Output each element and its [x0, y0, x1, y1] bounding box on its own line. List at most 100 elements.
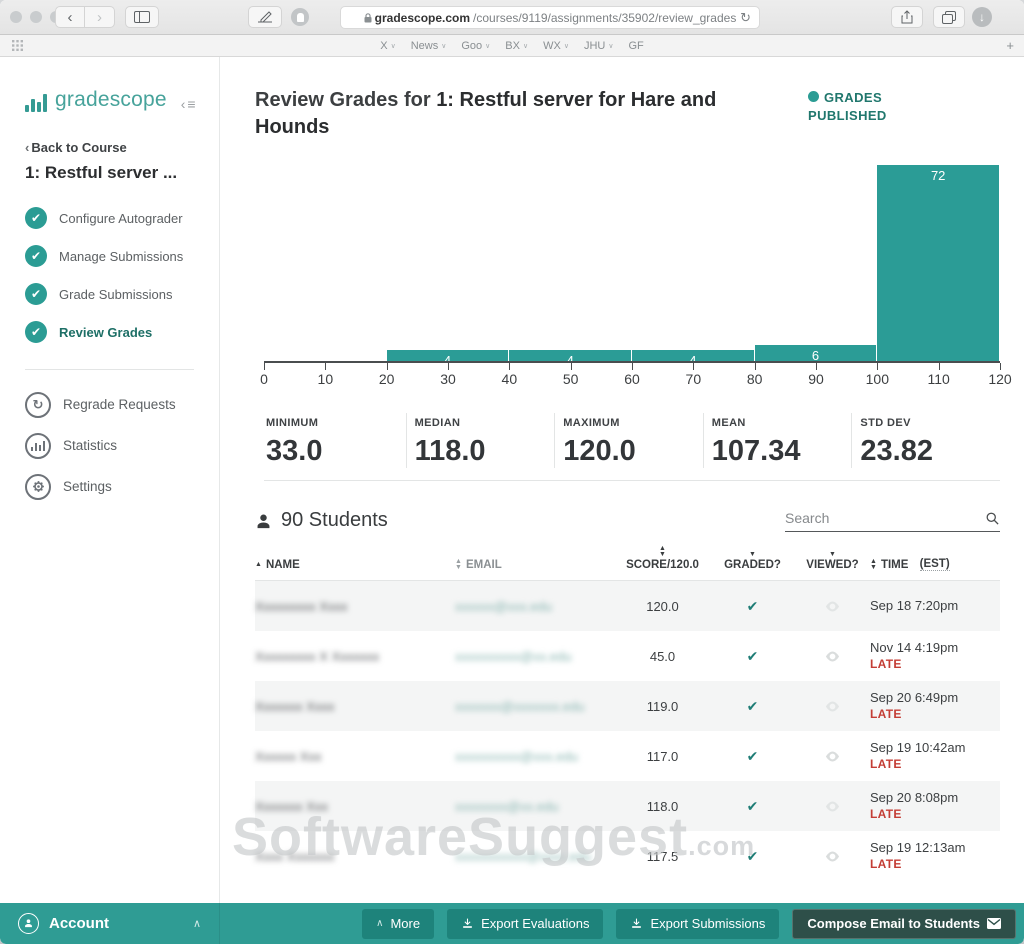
- sidebar-item-manage-submissions[interactable]: ✔ Manage Submissions: [25, 237, 219, 275]
- statistics-icon: [25, 432, 51, 459]
- table-row[interactable]: Xxxxxxxxx X Xxxxxxx xxxxxxxxxx@xx.edu 45…: [255, 631, 1000, 681]
- axis-tick: [570, 363, 572, 370]
- axis-tick: [877, 363, 879, 370]
- axis-tick: [816, 363, 817, 370]
- export-evaluations-button[interactable]: Export Evaluations: [447, 908, 604, 939]
- axis-tick-label: 80: [746, 371, 763, 387]
- extension-icon[interactable]: [291, 8, 309, 26]
- share-button[interactable]: [891, 6, 923, 28]
- student-email: xxxxxx@xxx.edu: [455, 598, 552, 614]
- bookmark-item[interactable]: JHU ∨: [583, 39, 614, 52]
- column-header-time[interactable]: ▲ ▼ TIME (EST): [870, 557, 950, 571]
- sidebar-item-regrade-requests[interactable]: ↻ Regrade Requests: [25, 384, 219, 425]
- student-name[interactable]: Xxxxxxxxx X Xxxxxxx: [255, 648, 380, 664]
- sidebar-item-settings[interactable]: Settings: [25, 466, 219, 507]
- student-email: xxxxxxxxxx@xxx.edu: [455, 748, 578, 764]
- student-name[interactable]: Xxxxxxx Xxx: [255, 798, 328, 814]
- student-name[interactable]: Xxxx Xxxxxxx: [255, 848, 335, 864]
- gradescope-logo[interactable]: gradescope ‹≡: [25, 88, 219, 112]
- student-name[interactable]: Xxxxxxxxx Xxxx: [255, 598, 348, 614]
- chevron-down-icon: ∨: [485, 42, 491, 50]
- column-header-graded[interactable]: ▼ GRADED?: [724, 551, 781, 571]
- column-header-viewed[interactable]: ▼ VIEWED?: [806, 551, 859, 571]
- axis-tick: [386, 363, 388, 370]
- table-row[interactable]: Xxxxxxx Xxx xxxxxxxx@xx.edu 118.0 ✔ Sep …: [255, 781, 1000, 831]
- graded-check-icon: ✔: [746, 697, 759, 714]
- tab-overview-button[interactable]: [933, 6, 965, 28]
- axis-tick-label: 120: [988, 371, 1012, 387]
- table-row[interactable]: Xxxxxxxxx Xxxx xxxxxx@xxx.edu 120.0 ✔ Se…: [255, 581, 1000, 631]
- more-button[interactable]: ∧ More: [362, 908, 435, 939]
- compose-email-button[interactable]: Compose Email to Students: [792, 908, 1016, 939]
- forward-button[interactable]: ›: [85, 6, 115, 28]
- sidebar-item-statistics[interactable]: Statistics: [25, 425, 219, 466]
- compose-note-button[interactable]: [248, 6, 282, 28]
- graded-check-icon: ✔: [746, 747, 759, 764]
- check-circle-icon: ✔: [25, 321, 47, 343]
- score-value: 117.0: [646, 748, 679, 764]
- new-tab-button[interactable]: +: [1006, 38, 1014, 53]
- sidebar-item-configure-autograder[interactable]: ✔ Configure Autograder: [25, 199, 219, 237]
- sidebar-icon: [134, 11, 150, 23]
- account-label: Account: [49, 915, 109, 932]
- footer-bar: Account ∧ ∧More Export Evaluations Compo…: [0, 903, 1024, 944]
- search-input[interactable]: [785, 510, 985, 526]
- sidebar-item-review-grades[interactable]: ✔ Review Grades: [25, 313, 219, 351]
- status-dot-icon: [808, 91, 819, 102]
- late-badge: LATE: [870, 657, 902, 671]
- sidebar-item-grade-submissions[interactable]: ✔ Grade Submissions: [25, 275, 219, 313]
- histogram-bar: 4: [386, 161, 510, 361]
- back-to-course-link[interactable]: ‹ Back to Course: [25, 140, 127, 155]
- logo-text: gradescope: [55, 88, 167, 111]
- chevron-up-icon: ∧: [376, 918, 384, 929]
- column-header-score[interactable]: ▲ ▼ SCORE/120.0: [626, 545, 699, 571]
- bookmark-item[interactable]: BX ∨: [505, 39, 529, 52]
- axis-tick-label: 100: [865, 371, 890, 387]
- score-value: 45.0: [649, 648, 676, 664]
- histogram-bar: 4: [509, 161, 633, 361]
- export-submissions-button[interactable]: Compose Email to Students Export Submiss…: [616, 908, 780, 939]
- axis-tick: [509, 363, 511, 370]
- late-badge: LATE: [870, 857, 902, 871]
- sidebar-divider: [25, 369, 194, 370]
- minimize-window-button[interactable]: [30, 11, 42, 23]
- reload-icon[interactable]: ↻: [740, 9, 751, 25]
- collapse-sidebar-icon[interactable]: ‹≡: [180, 96, 198, 112]
- table-row[interactable]: Xxxxxx Xxx xxxxxxxxxx@xxx.edu 117.0 ✔ Se…: [255, 731, 1000, 781]
- axis-tick: [754, 363, 756, 370]
- column-header-email[interactable]: ▲ ▼ EMAIL: [455, 558, 502, 571]
- viewed-eye-icon: [825, 751, 840, 762]
- viewed-eye-icon: [825, 701, 840, 712]
- back-button[interactable]: ‹: [55, 6, 85, 28]
- histogram-bar: 72: [877, 161, 1001, 361]
- table-row[interactable]: Xxxx Xxxxxxx xxxxxxxxxxx@xxxx.edu 117.5 …: [255, 831, 1000, 881]
- student-email: xxxxxxxxxx@xx.edu: [455, 648, 572, 664]
- viewed-eye-icon: [825, 651, 840, 662]
- score-value: 119.0: [646, 698, 679, 714]
- student-name[interactable]: Xxxxxxx Xxxx: [255, 698, 335, 714]
- stat-std-dev: STD DEV 23.82: [851, 413, 1000, 468]
- downloads-button[interactable]: ↓: [972, 7, 992, 27]
- column-header-name[interactable]: ▲ NAME: [255, 559, 300, 571]
- sidebar-toggle-button[interactable]: [125, 6, 159, 28]
- search-icon[interactable]: [985, 511, 1000, 526]
- bookmark-item[interactable]: GF: [628, 39, 644, 52]
- stat-mean: MEAN 107.34: [702, 413, 852, 468]
- grid-icon[interactable]: [12, 40, 23, 51]
- bookmark-item[interactable]: News ∨: [410, 39, 447, 52]
- bookmark-item[interactable]: WX ∨: [543, 39, 569, 52]
- student-name[interactable]: Xxxxxx Xxx: [255, 748, 322, 764]
- bookmark-item[interactable]: X ∨: [380, 39, 396, 52]
- account-icon: [18, 913, 39, 934]
- axis-tick: [325, 363, 327, 370]
- address-bar[interactable]: gradescope.com/courses/9119/assignments/…: [340, 6, 760, 29]
- url-host: gradescope.com: [374, 10, 471, 25]
- bookmark-item[interactable]: Goo ∨: [461, 39, 491, 52]
- table-row[interactable]: Xxxxxxx Xxxx xxxxxxx@xxxxxxx.edu 119.0 ✔…: [255, 681, 1000, 731]
- envelope-icon: [987, 918, 1001, 929]
- account-menu[interactable]: Account ∧: [0, 903, 220, 944]
- bar-value-label: 4: [443, 353, 452, 361]
- close-window-button[interactable]: [10, 11, 22, 23]
- axis-tick: [938, 363, 940, 370]
- table-header: ▲ NAME ▲ ▼ EMAIL ▲ ▼ SCORE/120.0 ▼ GRADED? ▼ VI…: [255, 545, 1000, 581]
